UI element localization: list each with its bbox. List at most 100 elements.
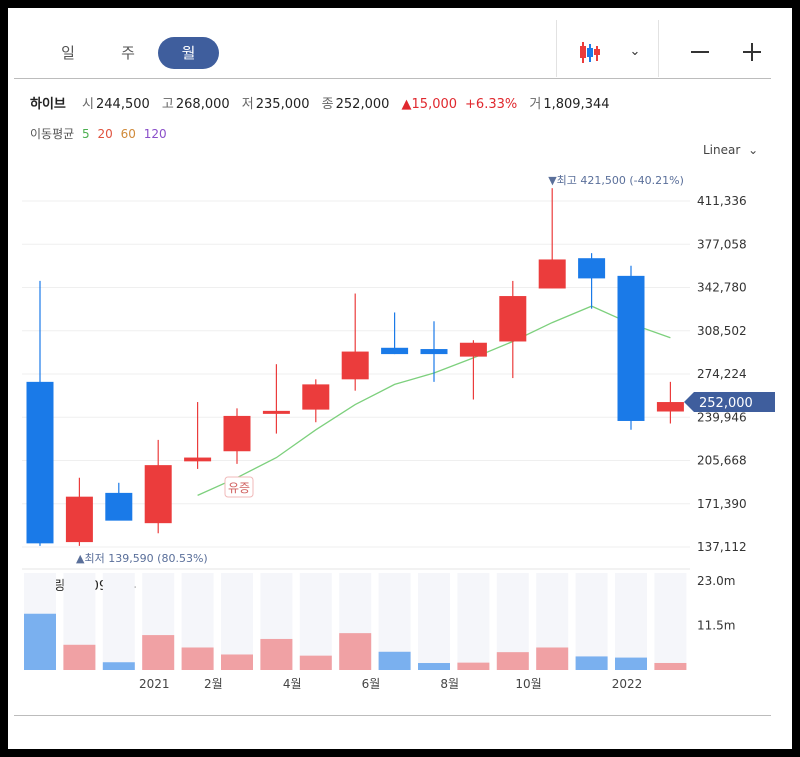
candle-body <box>302 384 330 410</box>
chart-toolbar: 일 주 월 ⌄ <box>14 20 771 79</box>
volume-bar <box>615 657 647 670</box>
volume-bar <box>536 647 569 670</box>
close-label: 종 <box>321 97 334 112</box>
toolbar-divider <box>658 20 659 77</box>
volume-bar <box>142 635 175 670</box>
x-tick-label: 8월 <box>440 677 459 691</box>
volume-column-bg <box>615 573 647 670</box>
change-percent: +6.33% <box>465 97 518 112</box>
x-tick-label: 2022 <box>612 677 643 691</box>
candle-body <box>538 259 566 289</box>
low-value: 235,000 <box>255 97 310 112</box>
candle-body <box>656 402 684 412</box>
volume-bar <box>418 663 450 670</box>
candle-body <box>26 381 54 544</box>
volume-bar <box>181 647 214 670</box>
volume-bar <box>299 655 332 670</box>
candle-body <box>223 415 251 452</box>
volume-column-bg <box>457 573 490 670</box>
ma-20[interactable]: 20 <box>97 127 113 141</box>
x-tick-label: 2월 <box>204 677 223 691</box>
volume-bar <box>221 654 253 670</box>
volume-bar <box>102 662 135 670</box>
chevron-down-icon[interactable]: ⌄ <box>629 44 641 59</box>
volume-column-bg <box>299 573 332 670</box>
volume-tick-label: 23.0m <box>697 574 735 588</box>
candle-body <box>617 275 645 421</box>
x-tick-label: 6월 <box>362 677 381 691</box>
ma-120[interactable]: 120 <box>143 127 167 141</box>
last-price-tag <box>684 392 775 413</box>
volume-bar <box>24 613 56 670</box>
scale-selector[interactable]: Linear ⌄ <box>703 143 758 157</box>
candlestick-icon[interactable] <box>572 36 608 68</box>
candle-body <box>420 349 448 355</box>
y-tick-label: 137,112 <box>697 540 747 554</box>
period-tab-week[interactable]: 주 <box>121 44 135 62</box>
candle-body <box>341 351 369 380</box>
last-price-label: 252,000 <box>699 396 753 411</box>
volume-bar <box>63 644 96 670</box>
volume-bar <box>654 662 687 670</box>
high-label: 고 <box>161 97 174 112</box>
volume-column-bg <box>575 573 608 670</box>
high-value: 268,000 <box>175 97 230 112</box>
bottom-divider <box>14 715 771 716</box>
volume-bar <box>496 652 529 670</box>
volume-bar <box>339 633 372 670</box>
quote-summary: 하이브 시 244,500 고 268,000 저 235,000 종 252,000 … <box>30 93 618 112</box>
period-tab-day[interactable]: 일 <box>61 44 75 62</box>
ma-5[interactable]: 5 <box>82 127 90 141</box>
volume-tick-label: 11.5m <box>697 618 735 632</box>
volume-bar <box>260 638 293 670</box>
stock-name: 하이브 <box>30 97 66 112</box>
y-tick-label: 171,390 <box>697 497 747 511</box>
close-value: 252,000 <box>335 97 390 112</box>
ma-60[interactable]: 60 <box>120 127 136 141</box>
volume-value: 1,809,344 <box>543 97 610 112</box>
candle-body <box>578 258 606 279</box>
low-label: 저 <box>241 97 254 112</box>
y-tick-label: 377,058 <box>697 237 747 251</box>
period-tab-month[interactable]: 월 <box>158 37 219 69</box>
change-value: ▲15,000 <box>401 97 458 112</box>
chevron-down-icon: ⌄ <box>748 143 759 157</box>
y-tick-label: 205,668 <box>697 454 747 468</box>
candle-body <box>144 465 172 524</box>
volume-column-bg <box>418 573 450 670</box>
y-tick-label: 239,946 <box>697 410 747 424</box>
minus-icon[interactable] <box>684 36 716 68</box>
y-tick-label: 342,780 <box>697 281 747 295</box>
candle-body <box>184 457 212 462</box>
x-tick-label: 4월 <box>283 677 302 691</box>
plus-icon[interactable] <box>736 36 768 68</box>
y-tick-label: 308,502 <box>697 324 747 338</box>
volume-column-bg <box>102 573 135 670</box>
candle-body <box>65 496 93 543</box>
moving-average-legend: 이동평균 5 20 60 120 <box>30 125 171 142</box>
candle-body <box>105 492 133 521</box>
event-label: 유증 <box>228 481 250 495</box>
volume-column-bg <box>654 573 687 670</box>
volume-bar <box>575 656 608 670</box>
y-tick-label: 274,224 <box>697 367 747 381</box>
x-tick-label: 10월 <box>515 677 541 691</box>
x-tick-label: 2021 <box>139 677 170 691</box>
max-price-label: ▼최고 421,500 (-40.21%) <box>548 174 684 187</box>
volume-label: 거 <box>529 97 542 112</box>
volume-bar <box>378 651 411 670</box>
open-value: 244,500 <box>96 97 150 112</box>
candle-body <box>499 296 527 342</box>
scale-mode: Linear <box>703 143 741 157</box>
min-price-label: ▲최저 139,590 (80.53%) <box>76 552 208 565</box>
volume-column-bg <box>221 573 253 670</box>
event-marker <box>224 476 254 498</box>
candle-body <box>262 410 290 414</box>
candle-body <box>459 342 487 357</box>
y-tick-label: 411,336 <box>697 194 747 208</box>
candle-body <box>381 347 409 355</box>
toolbar-divider <box>556 20 557 77</box>
ma-label: 이동평균 <box>30 127 75 141</box>
open-label: 시 <box>82 97 94 112</box>
